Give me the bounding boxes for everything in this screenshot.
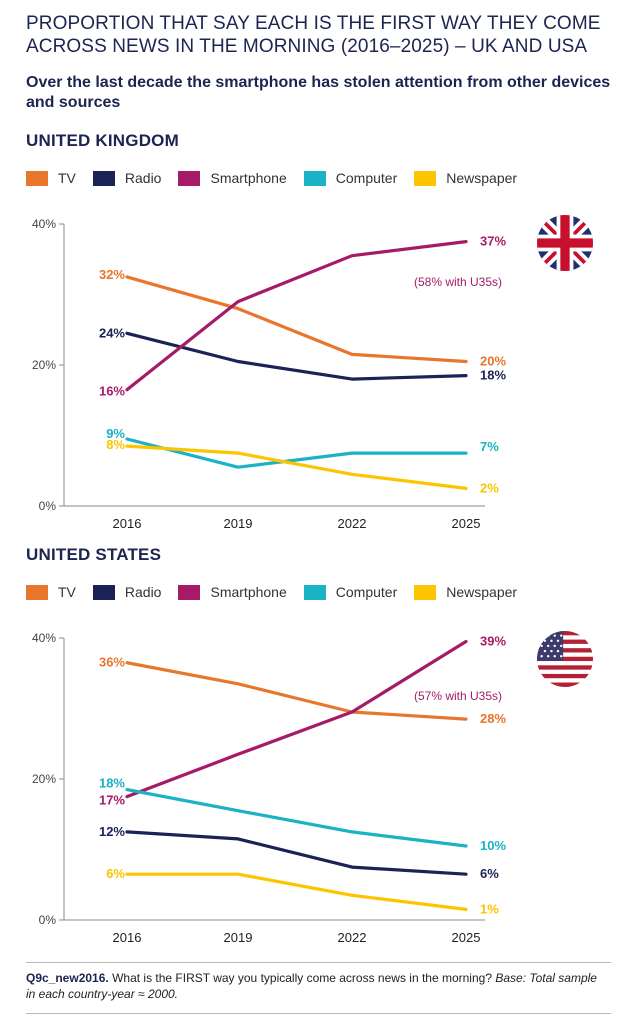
legend-swatch-smartphone [178, 170, 201, 186]
footnote-code: Q9c_new2016. [26, 971, 109, 985]
legend-item-radio: Radio [92, 584, 162, 600]
y-tick-label: 20% [32, 772, 56, 786]
legend-swatch-tv [26, 584, 48, 600]
legend-label-newspaper: Newspaper [446, 170, 518, 186]
series-line-radio [125, 830, 468, 876]
end-label-smartphone: 37% [480, 234, 506, 249]
x-tick-label: 2025 [452, 930, 481, 944]
end-label-radio: 18% [480, 368, 506, 383]
legend-item-smartphone: Smartphone [178, 170, 287, 186]
start-label-radio: 12% [99, 824, 125, 839]
legend-item-smartphone: Smartphone [178, 584, 287, 600]
chart-title: PROPORTION THAT SAY EACH IS THE FIRST WA… [26, 13, 601, 57]
us-legend: TV Radio Smartphone Computer Newspaper [26, 582, 534, 602]
end-label-smartphone: 39% [480, 634, 506, 649]
footnote-divider-bottom [26, 1013, 611, 1014]
series-line-newspaper [125, 872, 468, 911]
start-label-newspaper: 6% [106, 866, 125, 881]
series-line-tv [125, 661, 468, 721]
legend-swatch-newspaper [414, 584, 437, 600]
x-tick-label: 2019 [224, 516, 253, 530]
x-tick-label: 2016 [113, 516, 142, 530]
y-tick-label: 20% [32, 358, 56, 372]
legend-item-tv: TV [26, 584, 76, 600]
legend-swatch-computer [303, 584, 326, 600]
end-label-tv: 20% [480, 353, 506, 368]
end-label-computer: 7% [480, 439, 499, 454]
legend-swatch-radio [92, 584, 115, 600]
end-label-newspaper: 1% [480, 901, 499, 916]
y-tick-label: 0% [39, 913, 57, 927]
smartphone-annotation: (57% with U35s) [414, 689, 502, 703]
start-label-tv: 32% [99, 267, 125, 282]
start-label-radio: 24% [99, 325, 125, 340]
uk-flag-icon [537, 215, 593, 271]
x-tick-label: 2016 [113, 930, 142, 944]
legend-swatch-tv [26, 170, 48, 186]
legend-label-newspaper: Newspaper [446, 584, 518, 600]
legend-item-radio: Radio [92, 170, 162, 186]
legend-item-newspaper: Newspaper [414, 170, 517, 186]
uk-section-title: UNITED KINGDOM [26, 131, 179, 150]
legend-label-smartphone: Smartphone [210, 584, 287, 600]
series-line-computer [125, 437, 468, 469]
legend-swatch-newspaper [414, 170, 437, 186]
legend-item-newspaper: Newspaper [414, 584, 517, 600]
x-tick-label: 2019 [224, 930, 253, 944]
footnote-base: Base: Total sample in each country-year … [26, 971, 597, 1001]
footnote-divider-top [26, 962, 611, 963]
legend-label-radio: Radio [124, 170, 162, 186]
legend-label-smartphone: Smartphone [210, 170, 287, 186]
us-flag-icon [537, 631, 593, 687]
legend-label-radio: Radio [124, 584, 162, 600]
series-line-newspaper [125, 444, 468, 490]
series-line-smartphone [125, 239, 468, 392]
footnote-question: What is the FIRST way you typically come… [108, 971, 496, 985]
legend-label-computer: Computer [335, 584, 398, 600]
us-section-title: UNITED STATES [26, 545, 162, 564]
legend-label-tv: TV [58, 170, 76, 186]
legend-label-computer: Computer [335, 170, 398, 186]
series-line-radio [125, 331, 468, 381]
series-line-computer [125, 788, 468, 848]
legend-swatch-computer [303, 170, 326, 186]
legend-swatch-smartphone [178, 584, 201, 600]
legend-item-tv: TV [26, 170, 76, 186]
uk-line-chart: 0% 20% 40% 2016 2019 2022 2025 32% 20% 24% 18% 16% 3… [32, 217, 506, 530]
legend-label-tv: TV [58, 584, 76, 600]
start-label-computer: 9% [106, 426, 125, 441]
uk-legend: TV Radio Smartphone Computer Newspaper [26, 168, 534, 188]
smartphone-annotation: (58% with U35s) [414, 275, 502, 289]
series-line-tv [125, 275, 468, 364]
y-tick-label: 40% [32, 217, 56, 231]
start-label-newspaper: 8% [106, 437, 125, 452]
start-label-computer: 18% [99, 776, 125, 791]
x-tick-label: 2022 [338, 516, 367, 530]
x-tick-label: 2022 [338, 930, 367, 944]
start-label-smartphone: 16% [99, 384, 125, 399]
chart-subtitle: Over the last decade the smartphone has … [26, 74, 611, 111]
x-tick-label: 2025 [452, 516, 481, 530]
end-label-tv: 28% [480, 711, 506, 726]
legend-item-computer: Computer [303, 170, 398, 186]
y-tick-label: 40% [32, 631, 56, 645]
y-tick-label: 0% [39, 499, 57, 513]
footnote: Q9c_new2016. What is the FIRST way you t… [26, 970, 601, 1002]
start-label-smartphone: 17% [99, 793, 125, 808]
us-line-chart: 0% 20% 40% 2016 2019 2022 2025 36% 28% 12% 6% 17% 39… [32, 631, 506, 944]
series-line-smartphone [125, 639, 468, 799]
start-label-tv: 36% [99, 655, 125, 670]
legend-swatch-radio [92, 170, 115, 186]
end-label-newspaper: 2% [480, 480, 499, 495]
legend-item-computer: Computer [303, 584, 398, 600]
end-label-radio: 6% [480, 866, 499, 881]
end-label-computer: 10% [480, 838, 506, 853]
